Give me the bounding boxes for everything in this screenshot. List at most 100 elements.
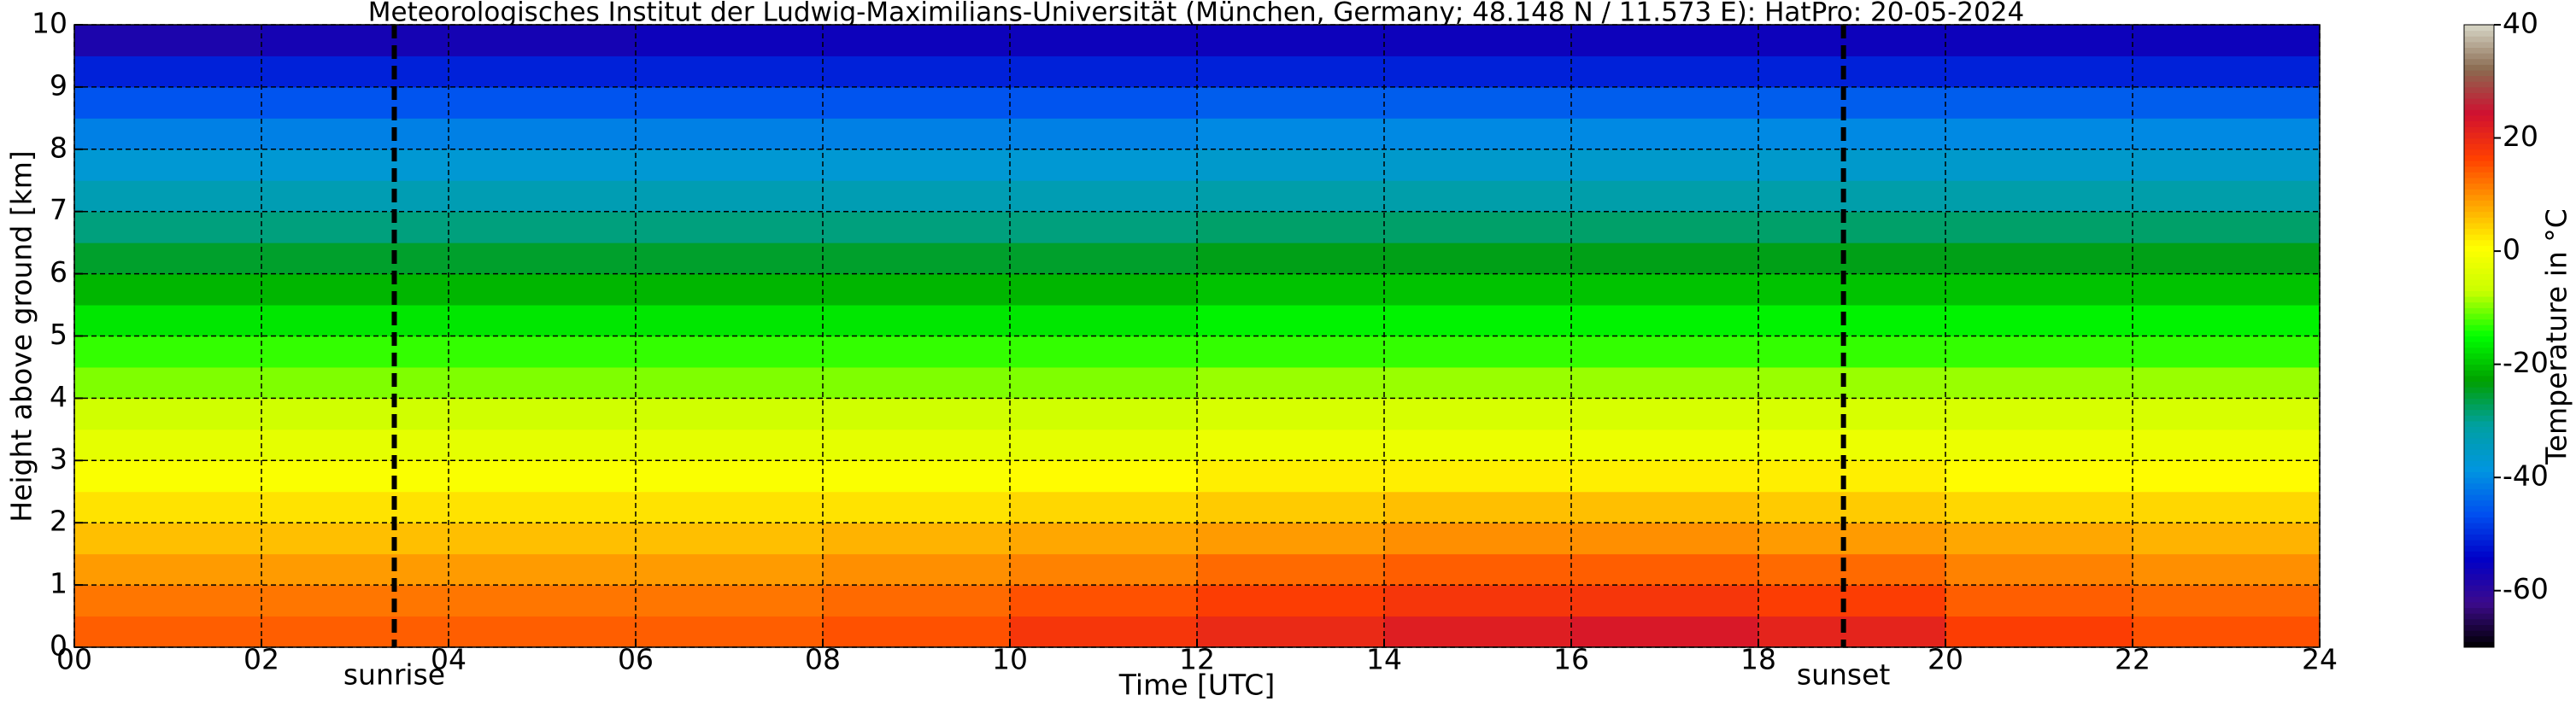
heatmap-cell: [1010, 336, 1198, 368]
heatmap-cell: [1384, 25, 1572, 56]
colorbar-step: [2464, 618, 2494, 625]
y-tick-label: 1: [50, 567, 67, 600]
heatmap-cell: [1384, 242, 1572, 275]
colorbar-step: [2464, 392, 2494, 399]
colorbar-step: [2464, 25, 2494, 32]
heatmap-cell: [1384, 491, 1572, 523]
heatmap-cell: [636, 553, 824, 586]
heatmap-cell: [1945, 585, 2133, 617]
heatmap-cell: [2133, 211, 2321, 243]
colorbar-step: [2464, 239, 2494, 246]
heatmap-cell: [74, 460, 262, 493]
colorbar-step: [2464, 540, 2494, 546]
heatmap-cell: [74, 366, 262, 399]
x-tick-label: 14: [1366, 643, 1402, 676]
heatmap-cell: [449, 366, 637, 399]
colorbar-step: [2464, 590, 2494, 597]
heatmap-cell: [636, 398, 824, 430]
heatmap-cell: [1010, 180, 1198, 213]
heatmap-cell: [74, 553, 262, 586]
colorbar: [2464, 25, 2494, 648]
x-tick-label: 10: [992, 643, 1028, 676]
colorbar-step: [2464, 404, 2494, 411]
colorbar-step: [2464, 131, 2494, 139]
heatmap-cell: [1197, 398, 1385, 430]
colorbar-tick-label: 20: [2503, 120, 2538, 153]
heatmap-cell: [636, 118, 824, 150]
colorbar-step: [2464, 70, 2494, 77]
heatmap-cell: [1197, 553, 1385, 586]
heatmap-cell: [1197, 429, 1385, 461]
heatmap-cell: [2133, 56, 2321, 88]
colorbar-step: [2464, 313, 2494, 320]
heatmap-cell: [1384, 366, 1572, 399]
heatmap-cell: [1384, 86, 1572, 119]
colorbar-step: [2464, 47, 2494, 54]
heatmap-cell: [823, 523, 1011, 555]
colorbar-step: [2464, 409, 2494, 416]
heatmap-cell: [1010, 118, 1198, 150]
heatmap-cell: [636, 305, 824, 336]
heatmap-cell: [261, 211, 449, 243]
colorbar-step: [2464, 630, 2494, 637]
heatmap-cell: [1384, 336, 1572, 368]
colorbar-step: [2464, 75, 2494, 82]
colorbar-step: [2464, 301, 2494, 308]
heatmap-cell: [1197, 56, 1385, 88]
heatmap-cell: [1197, 211, 1385, 243]
heatmap-cell: [823, 25, 1011, 56]
heatmap-cell: [449, 180, 637, 213]
heatmap-cell: [449, 211, 637, 243]
y-tick-label: 7: [50, 193, 67, 226]
heatmap-cell: [261, 398, 449, 430]
colorbar-step: [2464, 477, 2494, 484]
heatmap-cell: [1945, 336, 2133, 368]
heatmap-cell: [2133, 491, 2321, 523]
colorbar-step: [2464, 222, 2494, 230]
heatmap-cell: [1384, 523, 1572, 555]
x-tick-label: 22: [2115, 643, 2151, 676]
heatmap-cell: [74, 491, 262, 523]
heatmap-cell: [636, 273, 824, 306]
heatmap-cell: [1571, 273, 1759, 306]
colorbar-step: [2464, 505, 2494, 512]
heatmap-cell: [261, 585, 449, 617]
heatmap-cell: [823, 273, 1011, 306]
colorbar-step: [2464, 284, 2494, 291]
heatmap-cell: [1945, 242, 2133, 275]
heatmap-cell: [636, 180, 824, 213]
colorbar-step: [2464, 443, 2494, 450]
heatmap-cell: [1945, 523, 2133, 555]
heatmap-cell: [261, 305, 449, 336]
heatmap-cell: [823, 305, 1011, 336]
heatmap-cell: [1384, 553, 1572, 586]
heatmap-cell: [74, 398, 262, 430]
heatmap-cell: [1571, 553, 1759, 586]
heatmap-cell: [1945, 616, 2133, 648]
colorbar-step: [2464, 613, 2494, 620]
colorbar-step: [2464, 256, 2494, 263]
heatmap-cell: [449, 585, 637, 617]
heatmap-cell: [636, 585, 824, 617]
heatmap-cell: [1945, 56, 2133, 88]
colorbar-step: [2464, 375, 2494, 383]
heatmap-cell: [1945, 273, 2133, 306]
colorbar-step: [2464, 155, 2494, 161]
colorbar-step: [2464, 579, 2494, 586]
heatmap-cell: [1758, 429, 1946, 461]
heatmap-cell: [1571, 25, 1759, 56]
colorbar-step: [2464, 511, 2494, 518]
heatmap-cell: [2133, 429, 2321, 461]
heatmap-cell: [1945, 366, 2133, 399]
heatmap-cell: [636, 149, 824, 181]
heatmap-cell: [261, 180, 449, 213]
heatmap-cell: [1197, 118, 1385, 150]
heatmap-cell: [1571, 429, 1759, 461]
heatmap-cell: [1758, 180, 1946, 213]
x-tick-label: 24: [2302, 643, 2338, 676]
colorbar-step: [2464, 353, 2494, 359]
heatmap-cell: [1197, 86, 1385, 119]
colorbar-step: [2464, 245, 2494, 252]
colorbar-step: [2464, 58, 2494, 65]
heatmap-cell: [823, 336, 1011, 368]
